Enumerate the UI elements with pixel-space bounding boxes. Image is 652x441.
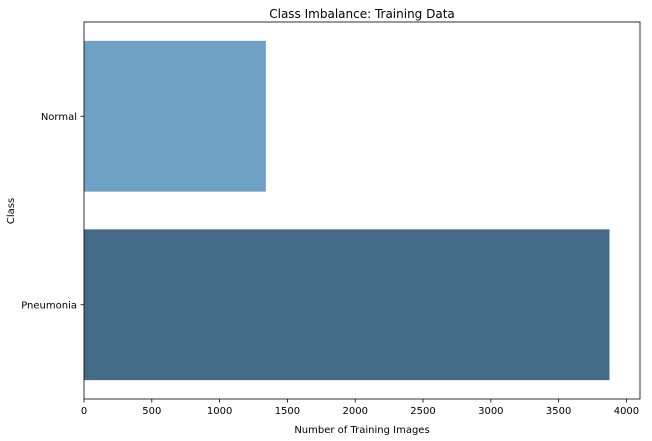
chart-title: Class Imbalance: Training Data	[269, 7, 455, 21]
x-tick-label: 2000	[342, 406, 367, 417]
y-axis-ticks: Normal Pneumonia	[21, 112, 84, 311]
x-tick-label: 1000	[207, 406, 232, 417]
x-tick-label: 3500	[546, 406, 571, 417]
x-tick-label: 1500	[275, 406, 300, 417]
x-tick-label: 0	[81, 406, 87, 417]
bar-pneumonia	[84, 229, 610, 381]
y-tick-label: Normal	[41, 112, 77, 123]
x-tick-label: 3000	[478, 406, 503, 417]
x-axis-label: Number of Training Images	[294, 425, 429, 436]
x-axis-ticks: 0 500 1000 1500 2000 2500 3000 3500 4000	[81, 399, 639, 417]
x-tick-label: 4000	[614, 406, 639, 417]
y-tick-label: Pneumonia	[21, 300, 77, 311]
bars-group	[84, 40, 610, 381]
x-tick-label: 500	[142, 406, 161, 417]
bar-normal	[84, 40, 266, 192]
y-axis-label: Class	[6, 198, 17, 224]
x-tick-label: 2500	[410, 406, 435, 417]
plot-frame	[83, 21, 641, 400]
